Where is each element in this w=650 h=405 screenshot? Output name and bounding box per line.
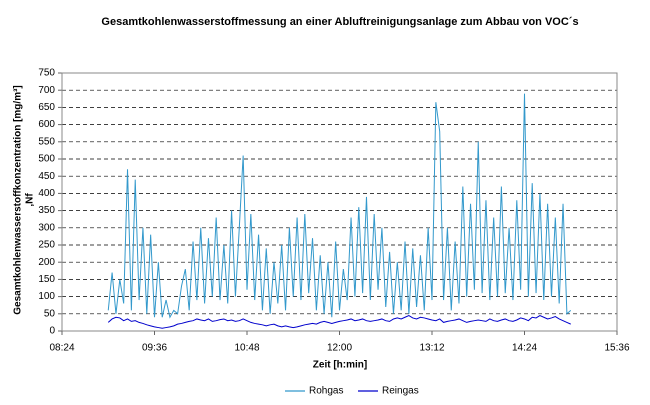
y-tick-label: 400	[38, 188, 55, 199]
y-tick-label: 250	[38, 240, 55, 251]
y-tick-label: 200	[38, 257, 55, 268]
series-line	[107, 93, 572, 319]
x-tick-label: 08:24	[49, 343, 74, 354]
y-axis-title: Gesamtkohlenwasserstoffkonzentration [mg…	[13, 85, 36, 314]
x-tick-label: 14:24	[512, 343, 537, 354]
y-tick-label: 50	[44, 308, 56, 319]
chart-title: Gesamtkohlenwasserstoffmessung an einer …	[101, 16, 578, 28]
y-axis-title-line: ,Nf	[25, 193, 36, 207]
y-tick-label: 700	[38, 85, 55, 96]
y-tick-label: 0	[49, 326, 55, 337]
series-line	[107, 314, 571, 329]
x-tick-label: 10:48	[234, 343, 259, 354]
y-axis-title-line: Gesamtkohlenwasserstoffkonzentration [mg…	[13, 85, 24, 314]
y-tick-label: 350	[38, 205, 55, 216]
legend-label: Reingas	[382, 386, 419, 397]
y-tick-label: 750	[38, 68, 55, 79]
y-tick-label: 550	[38, 136, 55, 147]
y-tick-label: 650	[38, 102, 55, 113]
y-tick-label: 600	[38, 119, 55, 130]
y-tick-label: 300	[38, 222, 55, 233]
x-tick-label: 09:36	[142, 343, 167, 354]
y-tick-label: 500	[38, 154, 55, 165]
y-tick-label: 100	[38, 291, 55, 302]
legend-label: Rohgas	[309, 386, 343, 397]
x-tick-label: 15:36	[604, 343, 629, 354]
x-axis-title: Zeit [h:min]	[313, 360, 367, 371]
y-tick-label: 450	[38, 171, 55, 182]
x-tick-label: 12:00	[327, 343, 352, 354]
y-tick-label: 150	[38, 274, 55, 285]
x-tick-label: 13:12	[419, 343, 444, 354]
